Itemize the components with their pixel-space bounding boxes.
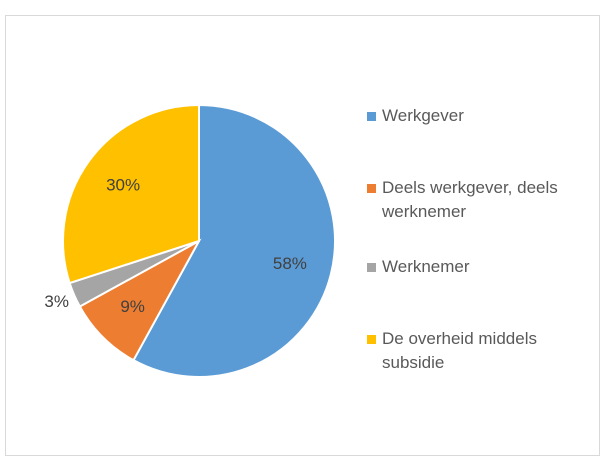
data-label: 58% bbox=[273, 254, 307, 273]
legend-entry: Deels werkgever, deels werknemer bbox=[367, 176, 597, 224]
legend-label: Werkgever bbox=[382, 106, 464, 125]
legend-label: Deels werkgever, deels werknemer bbox=[382, 178, 558, 221]
legend-label: Werknemer bbox=[382, 257, 470, 276]
data-label: 9% bbox=[120, 297, 145, 316]
data-label: 3% bbox=[44, 292, 69, 311]
data-label: 30% bbox=[106, 175, 140, 194]
legend-entry: De overheid middels subsidie bbox=[367, 327, 597, 375]
legend-swatch bbox=[367, 335, 376, 344]
legend-entry: Werknemer bbox=[367, 255, 597, 279]
legend-swatch bbox=[367, 263, 376, 272]
legend-label: De overheid middels subsidie bbox=[382, 329, 537, 372]
legend-entry: Werkgever bbox=[367, 104, 597, 128]
pie-slice bbox=[62, 103, 200, 285]
legend-swatch bbox=[367, 112, 376, 121]
pie-slice bbox=[132, 103, 336, 378]
legend-swatch bbox=[367, 184, 376, 193]
